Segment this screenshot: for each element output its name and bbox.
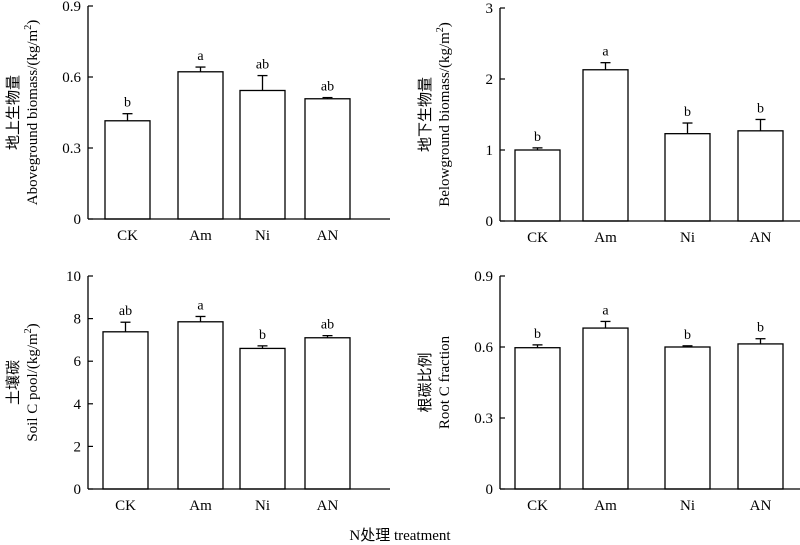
bar xyxy=(177,71,224,220)
y-axis-title: 土壤碳 Soil C pool/(kg/m2) xyxy=(4,323,41,441)
bar xyxy=(102,331,149,490)
significance-letter: a xyxy=(602,45,609,60)
significance-letter: b xyxy=(757,321,764,336)
bar xyxy=(737,130,784,222)
y-tick-label: 0.6 xyxy=(62,70,81,86)
bar xyxy=(514,149,561,222)
y-axis-title-en: Belowground biomass/(kg/m xyxy=(437,32,453,207)
significance-letter: a xyxy=(197,49,204,64)
y-axis-title-en: Aboveground biomass/(kg/m xyxy=(25,29,41,205)
significance-letter: ab xyxy=(119,304,132,319)
y-tick-label: 0.9 xyxy=(62,0,81,15)
y-axis-title-cn: 土壤碳 xyxy=(4,360,22,405)
x-tick-label: Ni xyxy=(680,230,695,246)
y-tick-label: 1 xyxy=(486,143,494,159)
significance-letter: ab xyxy=(321,80,334,95)
x-tick-label: Am xyxy=(594,498,617,514)
x-tick-label: CK xyxy=(117,228,138,244)
chart-panel: b CK a Am b Ni b AN 0 1 2 3 地下生物量 Belowground biomass… xyxy=(417,1,800,246)
bar xyxy=(664,346,711,490)
significance-letter: b xyxy=(534,130,541,145)
y-tick-label: 2 xyxy=(74,439,82,455)
chart-panel: b CK a Am ab Ni ab AN 0 0.3 0.6 0.9 地上生物量 Aboveground… xyxy=(5,0,390,244)
x-tick-label: Am xyxy=(189,498,212,514)
bar xyxy=(177,321,224,490)
y-axis-title: 地上生物量 Aboveground biomass/(kg/m2) xyxy=(5,20,41,205)
y-axis-title-en: Soil C pool/(kg/m xyxy=(25,333,41,442)
y-tick-label: 0 xyxy=(74,212,82,228)
x-tick-label: CK xyxy=(527,498,548,514)
chart-panel: b CK a Am b Ni b AN 0 0.3 0.6 0.9 根碳比例 Root C fractio… xyxy=(417,269,800,514)
x-tick-label: AN xyxy=(750,498,772,514)
significance-letter: a xyxy=(602,303,609,318)
x-tick-label: Ni xyxy=(255,228,270,244)
y-tick-label: 0.3 xyxy=(474,411,493,427)
chart-panel: ab CK a Am b Ni ab AN 0 2 4 6 8 10 土壤碳 Soil C pool/(kg/… xyxy=(4,269,390,514)
y-tick-label: 4 xyxy=(74,397,82,413)
x-tick-label: AN xyxy=(317,498,339,514)
y-axis-title: 根碳比例 Root C fraction xyxy=(417,335,453,429)
significance-letter: b xyxy=(124,96,131,111)
significance-letter: b xyxy=(259,328,266,343)
bar xyxy=(582,69,629,222)
x-tick-label: Ni xyxy=(255,498,270,514)
significance-letter: b xyxy=(534,327,541,342)
x-tick-label: AN xyxy=(750,230,772,246)
x-tick-label: Ni xyxy=(680,498,695,514)
bar xyxy=(239,89,286,220)
y-tick-label: 0 xyxy=(486,214,494,230)
unit-close-paren: ) xyxy=(437,22,453,27)
y-tick-label: 3 xyxy=(486,1,494,17)
bar xyxy=(737,343,784,490)
y-tick-label: 0 xyxy=(486,482,494,498)
x-tick-label: Am xyxy=(594,230,617,246)
bar xyxy=(582,327,629,490)
y-tick-label: 0 xyxy=(74,482,82,498)
unit-superscript: 2 xyxy=(435,27,446,32)
y-axis-title-cn: 地下生物量 xyxy=(417,77,434,152)
significance-letter: ab xyxy=(321,318,334,333)
unit-close-paren: ) xyxy=(25,323,41,328)
unit-superscript: 2 xyxy=(23,328,34,333)
x-axis-title: N处理 treatment xyxy=(349,528,451,544)
significance-letter: ab xyxy=(256,58,269,73)
significance-letter: b xyxy=(684,328,691,343)
significance-letter: b xyxy=(684,105,691,120)
y-tick-label: 2 xyxy=(486,72,494,88)
x-tick-label: CK xyxy=(115,498,136,514)
x-tick-label: AN xyxy=(317,228,339,244)
significance-letter: b xyxy=(757,101,764,116)
unit-superscript: 2 xyxy=(23,25,34,30)
y-axis-title-en: Root C fraction xyxy=(437,335,453,429)
bar xyxy=(104,120,151,220)
bar xyxy=(239,347,286,490)
y-tick-label: 0.9 xyxy=(474,269,493,285)
y-tick-label: 10 xyxy=(66,269,81,285)
significance-letter: a xyxy=(197,298,204,313)
bar xyxy=(514,347,561,490)
unit-close-paren: ) xyxy=(25,20,41,25)
y-tick-label: 6 xyxy=(74,354,82,370)
y-axis-title-cn: 地上生物量 xyxy=(5,75,22,150)
x-tick-label: CK xyxy=(527,230,548,246)
y-axis-title: 地下生物量 Belowground biomass/(kg/m2) xyxy=(417,22,453,207)
bar xyxy=(304,337,351,490)
x-tick-label: Am xyxy=(189,228,212,244)
y-axis-title-cn: 根碳比例 xyxy=(417,352,434,412)
bar xyxy=(304,98,351,220)
y-tick-label: 0.3 xyxy=(62,141,81,157)
y-tick-label: 0.6 xyxy=(474,340,493,356)
bar xyxy=(664,133,711,222)
y-tick-label: 8 xyxy=(74,312,82,328)
